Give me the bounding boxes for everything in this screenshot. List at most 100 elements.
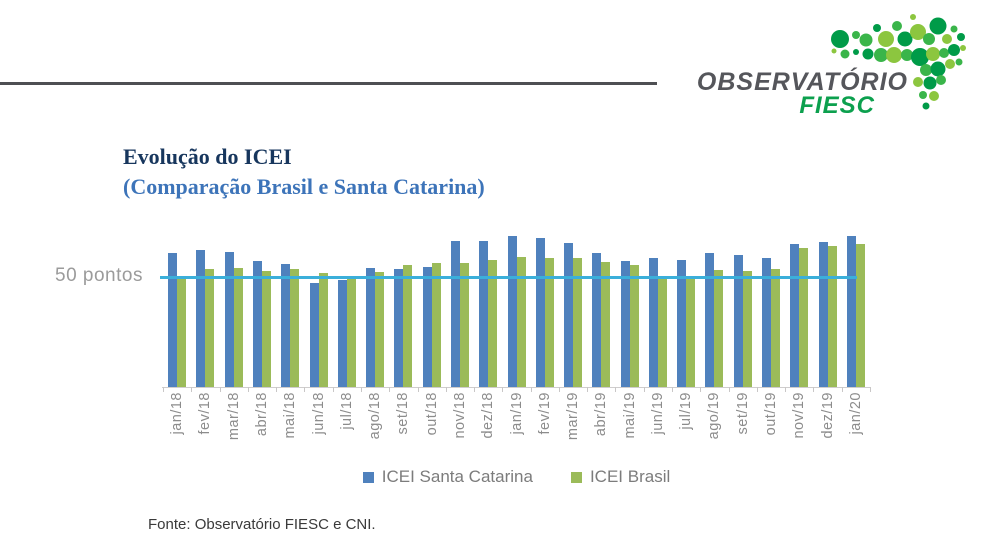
x-tick-label: jan/20 [847, 392, 864, 435]
category-slot-jan-19 [502, 227, 530, 387]
x-tick-label: jul/18 [338, 392, 355, 430]
chart-subtitle: (Comparação Brasil e Santa Catarina) [123, 174, 485, 199]
x-axis-tick [785, 387, 787, 392]
x-label-slot: set/18 [389, 392, 417, 456]
bar-sc-set-18 [394, 268, 404, 387]
x-tick-label: jan/19 [508, 392, 525, 435]
x-label-slot: abr/18 [248, 392, 276, 456]
x-axis-tick [558, 387, 560, 392]
bar-sc-mai-19 [620, 261, 630, 387]
brand-observatorio-text: OBSERVATÓRIO [696, 68, 908, 96]
x-tick-label: nov/18 [451, 392, 468, 439]
x-tick-label: out/18 [423, 392, 440, 436]
category-slot-mai-19 [616, 227, 644, 387]
bar-sc-fev-19 [535, 238, 545, 387]
x-tick-label: fev/19 [536, 392, 553, 435]
x-label-slot: dez/19 [813, 392, 841, 456]
x-axis-tick [191, 387, 193, 392]
legend-swatch-br-icon [570, 471, 582, 483]
fiesc-logo-dots-icon [831, 14, 966, 110]
x-tick-label: mar/19 [565, 392, 582, 441]
x-axis-tick [247, 387, 249, 392]
category-slot-out-18 [418, 227, 446, 387]
x-axis-tick [870, 387, 871, 392]
x-label-slot: jul/19 [672, 392, 700, 456]
reference-line [160, 276, 857, 279]
x-tick-label: set/19 [734, 392, 751, 435]
x-label-slot: jan/18 [163, 392, 191, 456]
category-slot-fev-19 [531, 227, 559, 387]
x-axis-tick [530, 387, 532, 392]
category-slot-jun-19 [644, 227, 672, 387]
x-axis-tick [643, 387, 645, 392]
bar-sc-ago-18 [366, 268, 376, 387]
x-label-slot: abr/19 [587, 392, 615, 456]
x-axis-tick [813, 387, 815, 392]
x-label-slot: jan/19 [502, 392, 530, 456]
x-tick-label: jan/18 [169, 392, 186, 435]
bar-sc-abr-18 [252, 261, 262, 387]
category-slot-nov-19 [785, 227, 813, 387]
bar-sc-jul-18 [337, 280, 347, 387]
bar-sc-dez-18 [479, 240, 489, 387]
category-slot-abr-18 [248, 227, 276, 387]
x-tick-label: abr/18 [253, 392, 270, 437]
header-rule [0, 82, 657, 85]
x-label-slot: mai/19 [616, 392, 644, 456]
x-tick-label: jul/19 [678, 392, 695, 430]
bar-sc-jan-18 [168, 253, 178, 387]
bar-br-jul-18 [346, 278, 356, 387]
x-label-slot: dez/18 [474, 392, 502, 456]
x-label-slot: jul/18 [333, 392, 361, 456]
bar-br-set-18 [403, 264, 413, 387]
legend-label-br: ICEI Brasil [589, 467, 671, 486]
x-tick-label: ago/19 [706, 392, 723, 440]
category-slot-dez-19 [813, 227, 841, 387]
plot-area [160, 227, 871, 392]
x-tick-label: set/18 [395, 392, 412, 435]
bar-br-mar-18 [233, 267, 243, 387]
x-axis-tick [587, 387, 589, 392]
bar-sc-nov-18 [450, 240, 460, 387]
x-axis-line [162, 387, 871, 388]
legend-label-sc: ICEI Santa Catarina [381, 467, 533, 486]
legend-swatch-sc-icon [362, 471, 374, 483]
category-slot-ago-19 [700, 227, 728, 387]
x-tick-label: jun/18 [310, 392, 327, 435]
bar-sc-mar-18 [224, 252, 234, 387]
bar-sc-set-19 [733, 254, 743, 387]
x-tick-label: dez/18 [480, 392, 497, 439]
category-slot-set-19 [729, 227, 757, 387]
x-label-slot: nov/18 [446, 392, 474, 456]
x-tick-label: out/19 [763, 392, 780, 436]
category-slot-jun-18 [304, 227, 332, 387]
chart-title: Evolução do ICEI [123, 144, 292, 169]
x-axis-tick [304, 387, 306, 392]
x-label-slot: nov/19 [785, 392, 813, 456]
bar-sc-abr-19 [592, 253, 602, 387]
x-axis-tick [502, 387, 504, 392]
bar-sc-nov-19 [790, 243, 800, 387]
brand-fiesc-text: FIESC [799, 92, 875, 119]
bar-br-mai-19 [629, 265, 639, 387]
x-label-slot: out/19 [757, 392, 785, 456]
bar-sc-out-19 [762, 257, 772, 387]
category-slot-jan-20 [842, 227, 870, 387]
x-axis-tick [360, 387, 362, 392]
x-label-slot: jun/18 [304, 392, 332, 456]
bar-br-jan-18 [177, 278, 187, 387]
x-tick-label: fev/18 [197, 392, 214, 435]
x-label-slot: fev/18 [191, 392, 219, 456]
bar-sc-jul-19 [677, 259, 687, 387]
bar-br-fev-19 [544, 257, 554, 387]
bar-br-jul-19 [686, 278, 696, 387]
legend-item-brasil: ICEI Brasil [570, 466, 671, 488]
x-axis-tick [728, 387, 730, 392]
category-slot-jan-18 [163, 227, 191, 387]
legend-item-santa-catarina: ICEI Santa Catarina [362, 466, 533, 488]
x-axis-tick [389, 387, 391, 392]
x-tick-label: nov/19 [791, 392, 808, 439]
category-slot-abr-19 [587, 227, 615, 387]
category-slot-jul-18 [333, 227, 361, 387]
x-label-slot: mar/18 [220, 392, 248, 456]
